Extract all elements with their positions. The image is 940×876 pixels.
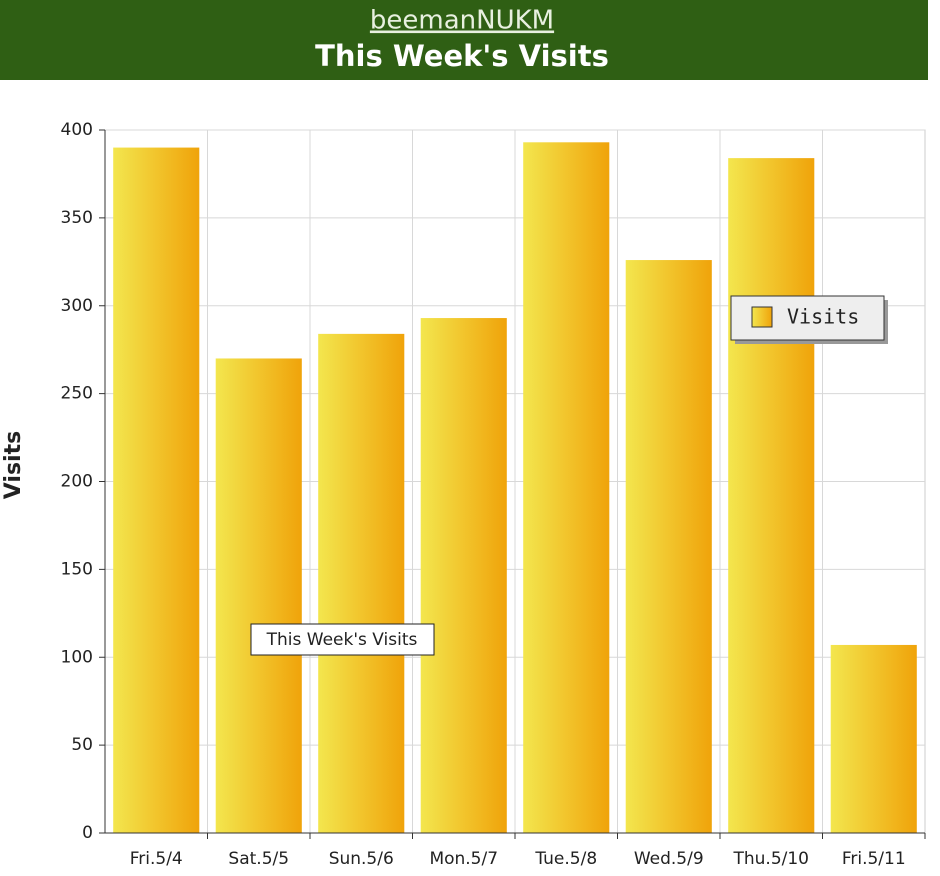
- legend-swatch: [751, 306, 773, 328]
- y-tick-label: 150: [61, 559, 93, 579]
- annotation: This Week's Visits: [266, 630, 418, 650]
- bar: [420, 318, 507, 833]
- y-tick-label: 250: [61, 384, 93, 404]
- x-tick-label: Tue.5/8: [534, 849, 597, 869]
- chart-subtitle[interactable]: beemanNUKM: [370, 6, 554, 36]
- annotation-box: [250, 623, 435, 656]
- bar: [523, 142, 610, 834]
- x-tick-label: Thu.5/10: [732, 849, 809, 869]
- x-tick-label: Fri.5/4: [130, 849, 183, 869]
- x-tick-label: Fri.5/11: [842, 849, 906, 869]
- bar: [215, 358, 302, 833]
- y-tick-label: 400: [61, 120, 93, 140]
- y-tick-label: 300: [61, 296, 93, 316]
- x-tick-label: Mon.5/7: [429, 849, 498, 869]
- legend-label: Visits: [787, 305, 859, 329]
- y-tick-label: 0: [82, 823, 93, 843]
- bar: [318, 333, 405, 833]
- y-tick-label: 100: [61, 647, 93, 667]
- chart-title: This Week's Visits: [315, 39, 609, 73]
- y-tick-label: 50: [71, 735, 93, 755]
- bar: [728, 158, 815, 833]
- bar: [625, 260, 712, 833]
- header-band: [0, 0, 928, 80]
- bar: [830, 644, 917, 833]
- x-tick-label: Sun.5/6: [329, 849, 394, 869]
- y-tick-label: 200: [61, 472, 93, 492]
- bar: [113, 147, 200, 833]
- x-tick-label: Wed.5/9: [634, 849, 704, 869]
- y-axis-label: Visits: [1, 431, 26, 499]
- x-tick-label: Sat.5/5: [228, 849, 289, 869]
- y-tick-label: 350: [61, 208, 93, 228]
